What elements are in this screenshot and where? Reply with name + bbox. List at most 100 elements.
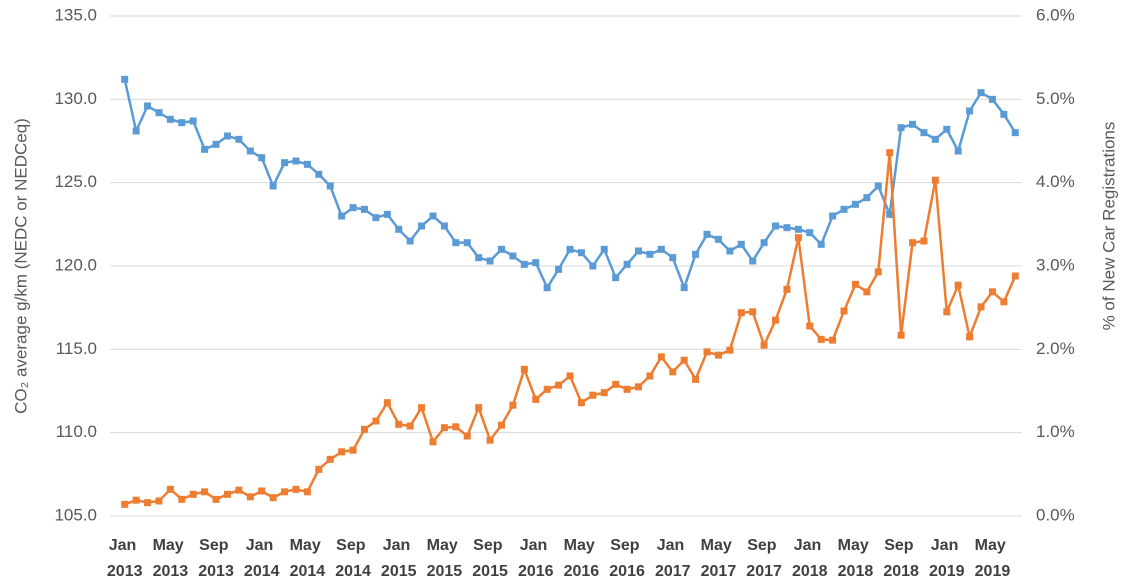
x-tick-label-line: May — [975, 537, 1011, 554]
point — [144, 499, 152, 507]
x-tick-label-line: Sep — [884, 537, 918, 554]
x-tick-label-line: 2019 — [975, 563, 1011, 580]
point — [326, 455, 334, 463]
x-tick-label-line: 2016 — [609, 563, 645, 580]
x-tick-label-line: May — [838, 537, 874, 554]
x-tick-label: May 2013 — [153, 537, 189, 580]
x-tick-label: Jan 2018 — [792, 537, 828, 580]
x-tick-label: May 2015 — [427, 537, 463, 580]
y-tick-label: 105.0 — [54, 505, 97, 524]
point — [281, 488, 289, 496]
point — [372, 214, 380, 222]
x-tick-label-line: 2013 — [107, 563, 143, 580]
point — [555, 265, 563, 273]
x-tick-label-line: 2018 — [792, 563, 828, 580]
point — [121, 75, 129, 83]
point — [189, 490, 197, 498]
point — [566, 245, 574, 253]
point — [635, 383, 643, 391]
point — [829, 336, 837, 344]
x-tick-label-line: 2014 — [244, 563, 280, 580]
x-tick-label-line: 2013 — [153, 563, 189, 580]
point — [977, 89, 985, 97]
point — [794, 234, 802, 242]
point — [246, 493, 254, 501]
x-tick-label: Sep 2014 — [335, 537, 371, 580]
point — [315, 170, 323, 178]
point — [144, 102, 152, 110]
x-tick-label: Jan 2015 — [381, 537, 417, 580]
y-tick-label: 135.0 — [54, 5, 97, 24]
point — [783, 285, 791, 293]
point — [463, 432, 471, 440]
point — [943, 308, 951, 316]
x-tick-label-line: 2015 — [472, 563, 508, 580]
point — [760, 239, 768, 247]
point — [532, 395, 540, 403]
point — [566, 372, 574, 380]
point — [749, 257, 757, 265]
point — [406, 422, 414, 430]
x-tick-label: Jan 2017 — [655, 537, 691, 580]
point — [635, 247, 643, 255]
x-tick-label-line: 2017 — [655, 563, 691, 580]
point — [463, 239, 471, 247]
point — [166, 485, 174, 493]
x-tick-label-line: 2016 — [518, 563, 554, 580]
point — [806, 322, 814, 330]
point — [543, 385, 551, 393]
y2-tick-label: 2.0% — [1036, 339, 1075, 358]
y2-tick-label: 5.0% — [1036, 89, 1075, 108]
point — [714, 351, 722, 359]
point — [897, 124, 905, 132]
point — [680, 356, 688, 364]
x-tick-label-line: Jan — [520, 537, 552, 554]
point — [155, 497, 163, 505]
x-tick-label-line: 2018 — [838, 563, 874, 580]
x-tick-label: Sep 2015 — [472, 537, 508, 580]
x-tick-label-line: Jan — [931, 537, 963, 554]
y2-tick-label: 0.0% — [1036, 505, 1075, 524]
x-tick-label: May 2019 — [975, 537, 1011, 580]
point — [452, 239, 460, 247]
y2-tick-label: 1.0% — [1036, 422, 1075, 441]
y-tick-label: 115.0 — [56, 339, 97, 358]
point — [577, 399, 585, 407]
point — [189, 117, 197, 125]
y-tick-label: 110.0 — [56, 422, 97, 441]
x-tick-label-line: May — [153, 537, 189, 554]
point — [851, 280, 859, 288]
x-tick-label-line: Jan — [383, 537, 415, 554]
point — [201, 488, 209, 496]
point — [383, 399, 391, 407]
point — [418, 404, 426, 412]
point — [1000, 110, 1008, 118]
point — [315, 465, 323, 473]
point — [1011, 129, 1019, 137]
point — [726, 346, 734, 354]
x-tick-label: May 2014 — [290, 537, 326, 580]
x-tick-label: Sep 2013 — [198, 537, 234, 580]
point — [372, 417, 380, 425]
point — [1011, 272, 1019, 280]
point — [840, 307, 848, 315]
point — [806, 229, 814, 237]
x-tick-label-line: 2015 — [427, 563, 463, 580]
point — [657, 245, 665, 253]
point — [440, 424, 448, 432]
point — [440, 222, 448, 230]
x-tick-label-line: 2019 — [929, 563, 965, 580]
point — [589, 391, 597, 399]
point — [338, 212, 346, 220]
point — [132, 496, 140, 504]
point — [726, 247, 734, 255]
x-tick-label-line: 2014 — [335, 563, 371, 580]
point — [497, 245, 505, 253]
point — [303, 160, 311, 168]
point — [212, 495, 220, 503]
x-tick-label-line: May — [427, 537, 463, 554]
point — [886, 149, 894, 157]
x-tick-label-line: Sep — [199, 537, 233, 554]
y-tick-label: 130.0 — [54, 89, 97, 108]
